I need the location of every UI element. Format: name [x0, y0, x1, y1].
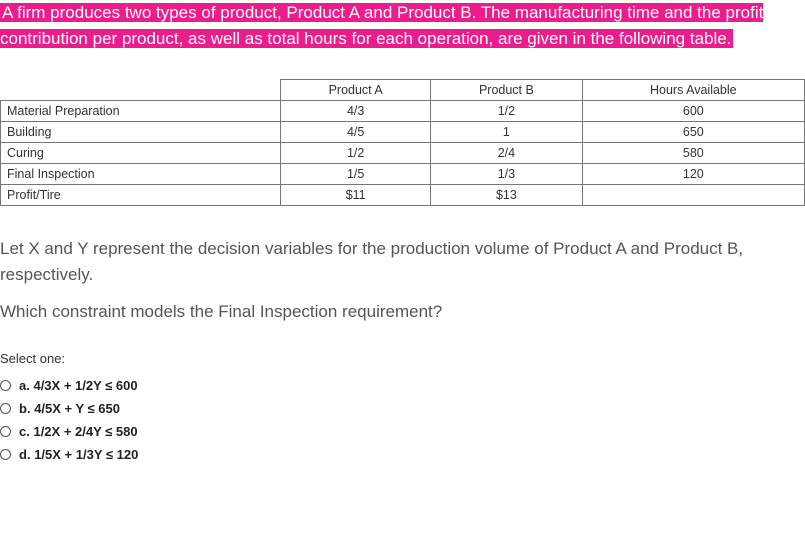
option-letter: b. — [19, 401, 31, 416]
table-row: Final Inspection 1/5 1/3 120 — [1, 164, 805, 185]
row-label: Building — [1, 122, 281, 143]
option-letter: c. — [19, 424, 30, 439]
col-product-b: Product B — [431, 80, 582, 101]
question-block: Let X and Y represent the decision varia… — [0, 236, 805, 325]
cell: 1/5 — [281, 164, 431, 185]
table-row: Material Preparation 4/3 1/2 600 — [1, 101, 805, 122]
question-p2: Which constraint models the Final Inspec… — [0, 299, 805, 325]
option-d[interactable]: d. 1/5X + 1/3Y ≤ 120 — [0, 443, 805, 466]
cell: 4/3 — [281, 101, 431, 122]
row-label: Final Inspection — [1, 164, 281, 185]
option-text: 1/2X + 2/4Y ≤ 580 — [33, 424, 137, 439]
row-label: Material Preparation — [1, 101, 281, 122]
select-one-label: Select one: — [0, 351, 805, 366]
row-label: Curing — [1, 143, 281, 164]
cell: 120 — [582, 164, 804, 185]
row-label: Profit/Tire — [1, 185, 281, 206]
radio-icon[interactable] — [0, 426, 11, 437]
option-text: 4/5X + Y ≤ 650 — [34, 401, 120, 416]
cell: 4/5 — [281, 122, 431, 143]
cell: 1/2 — [431, 101, 582, 122]
table-header-row: Product A Product B Hours Available — [1, 80, 805, 101]
radio-icon[interactable] — [0, 403, 11, 414]
cell: 1 — [431, 122, 582, 143]
table-row: Building 4/5 1 650 — [1, 122, 805, 143]
option-c[interactable]: c. 1/2X + 2/4Y ≤ 580 — [0, 420, 805, 443]
radio-icon[interactable] — [0, 449, 11, 460]
intro-highlight: A firm produces two types of product, Pr… — [0, 3, 763, 48]
question-p1: Let X and Y represent the decision varia… — [0, 236, 805, 289]
cell: 2/4 — [431, 143, 582, 164]
options-list: a. 4/3X + 1/2Y ≤ 600 b. 4/5X + Y ≤ 650 c… — [0, 374, 805, 466]
table-row: Curing 1/2 2/4 580 — [1, 143, 805, 164]
cell: 1/2 — [281, 143, 431, 164]
data-table: Product A Product B Hours Available Mate… — [0, 79, 805, 206]
col-hours: Hours Available — [582, 80, 804, 101]
option-letter: a. — [19, 378, 30, 393]
option-letter: d. — [19, 447, 31, 462]
option-b[interactable]: b. 4/5X + Y ≤ 650 — [0, 397, 805, 420]
col-blank — [1, 80, 281, 101]
radio-icon[interactable] — [0, 380, 11, 391]
option-text: 1/5X + 1/3Y ≤ 120 — [34, 447, 138, 462]
cell: 650 — [582, 122, 804, 143]
cell: $13 — [431, 185, 582, 206]
cell: 580 — [582, 143, 804, 164]
cell: 1/3 — [431, 164, 582, 185]
option-text: 4/3X + 1/2Y ≤ 600 — [33, 378, 137, 393]
option-a[interactable]: a. 4/3X + 1/2Y ≤ 600 — [0, 374, 805, 397]
cell: $11 — [281, 185, 431, 206]
intro-paragraph: A firm produces two types of product, Pr… — [0, 0, 805, 51]
cell — [582, 185, 804, 206]
table-row: Profit/Tire $11 $13 — [1, 185, 805, 206]
col-product-a: Product A — [281, 80, 431, 101]
cell: 600 — [582, 101, 804, 122]
